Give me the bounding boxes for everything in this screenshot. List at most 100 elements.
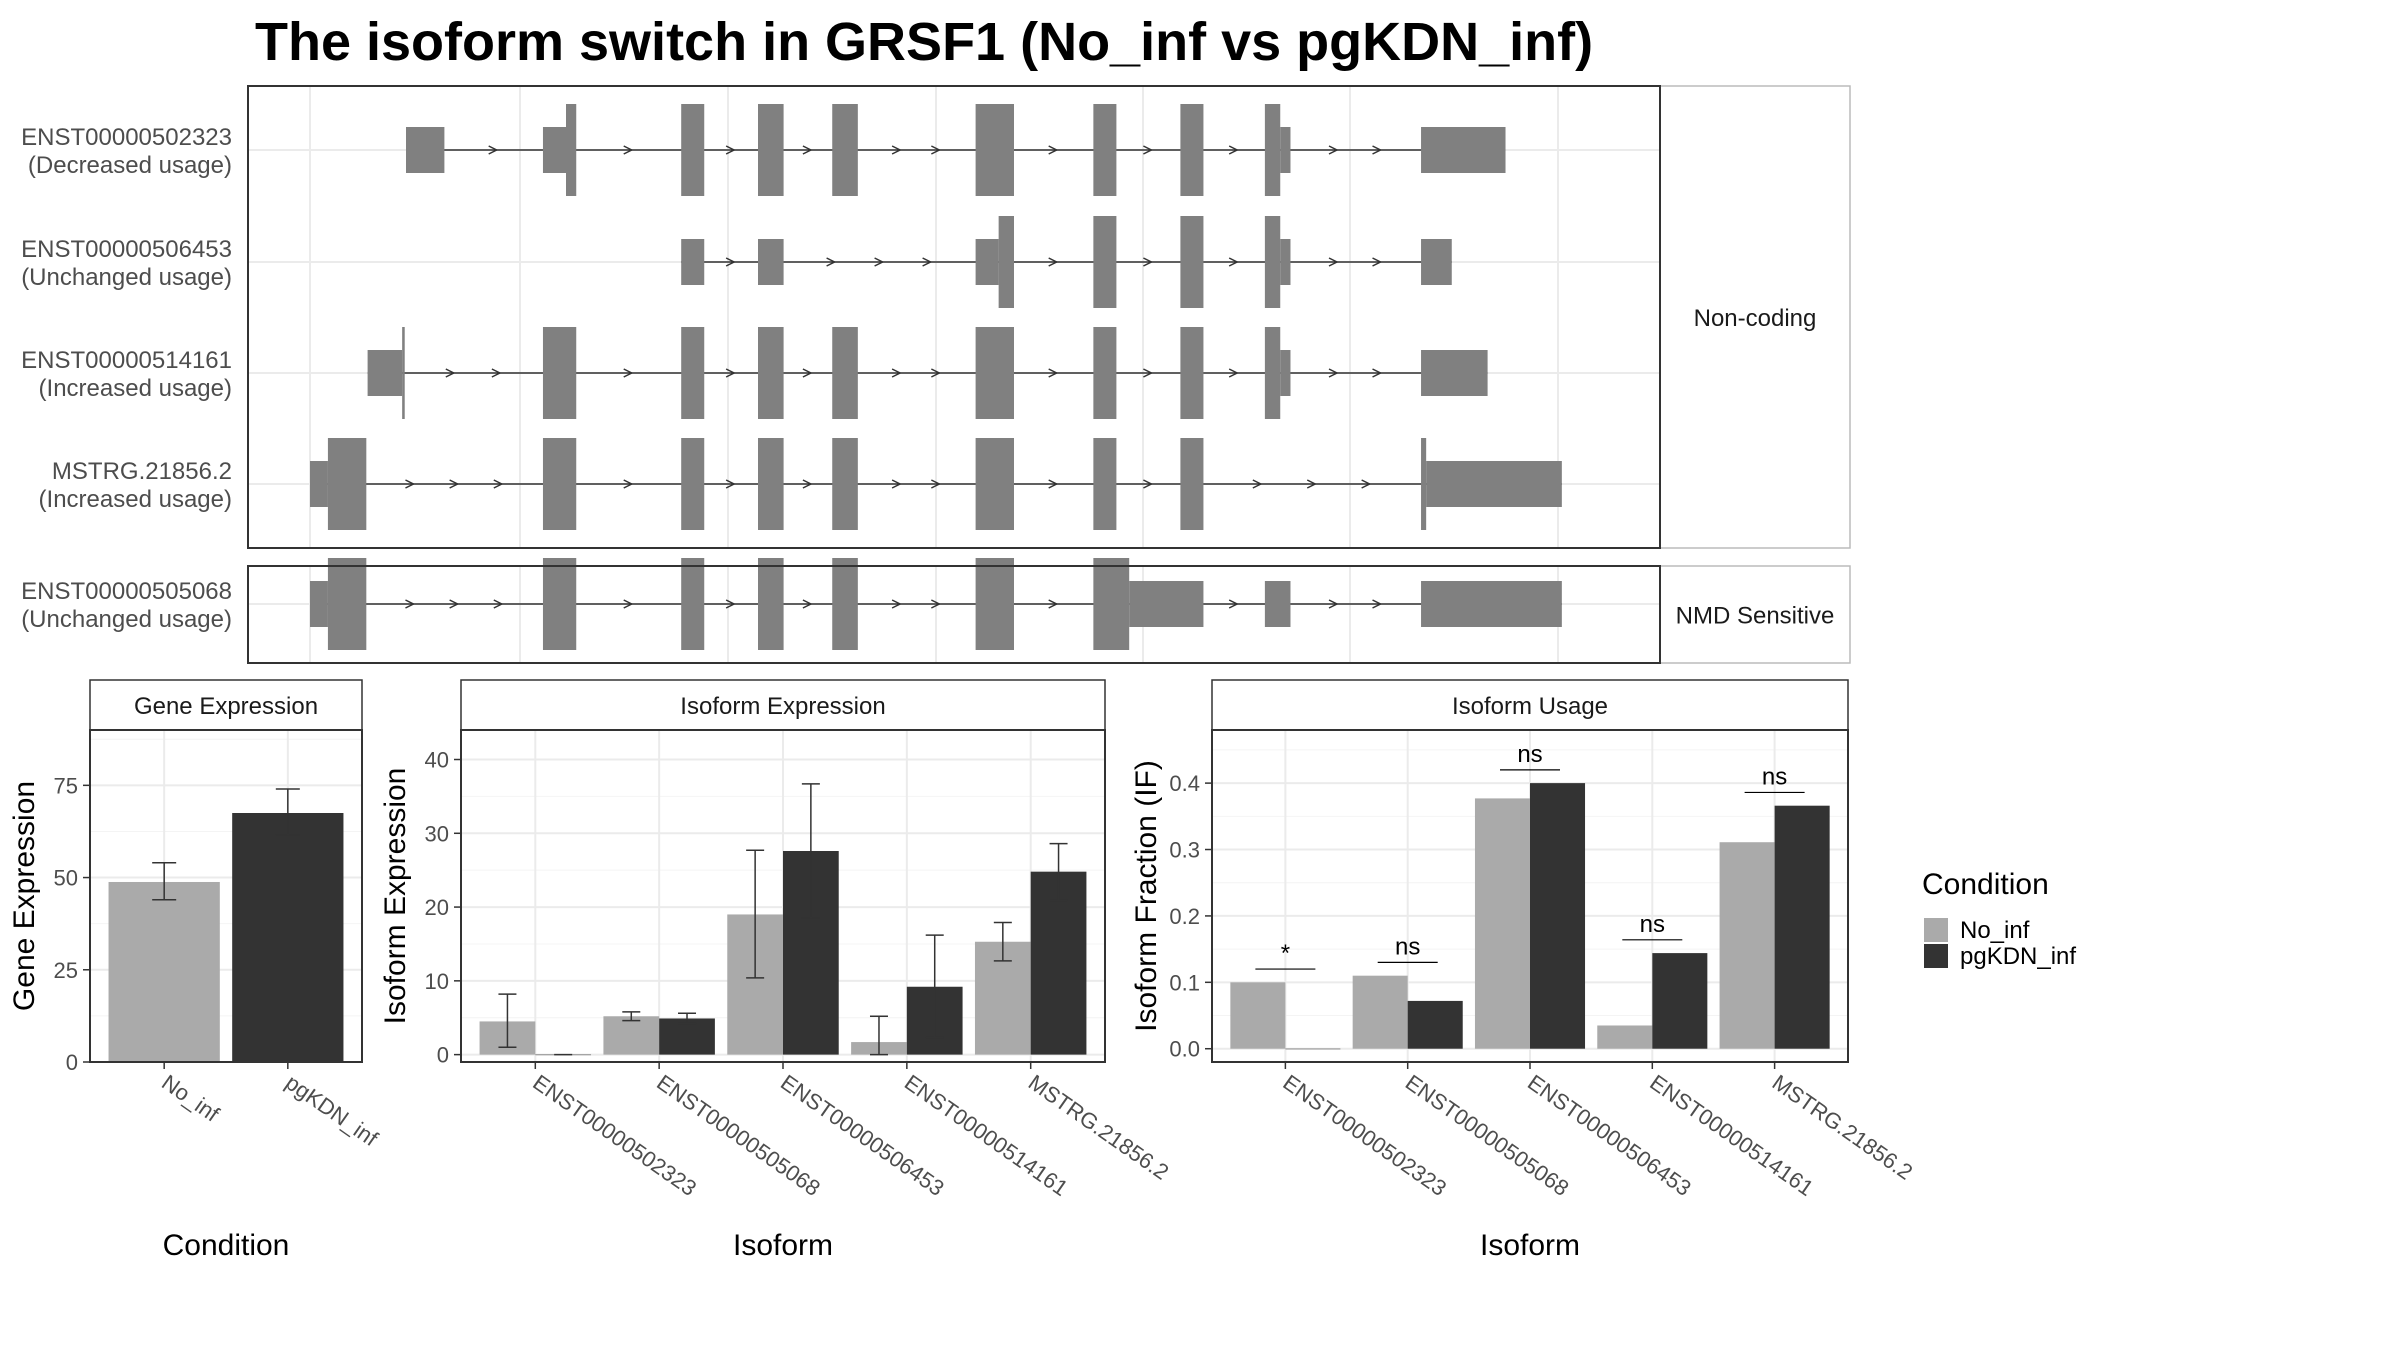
exon [327,438,367,530]
y-tick-label: 20 [425,895,449,920]
chart-title: Isoform Expression [680,693,885,720]
intron-arrow [1372,368,1383,378]
y-tick-label: 25 [54,958,78,983]
intron-arrow [725,479,736,489]
intron-arrow [488,145,499,155]
exon [542,327,577,419]
intron-arrow [449,479,460,489]
intron-arrow [922,257,933,267]
bar [603,1016,660,1055]
y-tick-label: 75 [54,773,78,798]
exon [1093,104,1117,196]
y-tick-label: 30 [425,821,449,846]
exon [1421,350,1488,396]
y-tick-label: 0.4 [1169,771,1200,796]
exon [681,239,705,285]
bar [108,881,220,1062]
x-tick-label: pgKDN_inf [281,1070,383,1152]
facet-strip [1211,679,1849,731]
intron-arrow [802,368,813,378]
exon [1180,327,1204,419]
y-tick-label: 50 [54,866,78,891]
exon [832,438,858,530]
intron-arrow [491,368,502,378]
chart-panel: Gene Expression 0 25 50 75 No_inf pgKDN_inf Con… [8,679,383,1262]
legend-label: No_inf [1960,917,2030,944]
exon [1129,581,1204,627]
error-bar [622,1011,641,1022]
intron-arrow [725,257,736,267]
intron-arrow [1328,257,1339,267]
intron-arrow [725,599,736,609]
transcript-track: ENST00000514161(Increased usage) [21,327,1488,419]
bar [1652,953,1708,1049]
error-bar [498,993,517,1048]
exon [1421,239,1452,285]
intron-arrow [405,479,416,489]
exon [406,127,445,173]
exon [975,558,1014,650]
intron-arrow [802,145,813,155]
intron-arrow [802,599,813,609]
intron-arrow [1328,599,1339,609]
intron-arrow [623,368,634,378]
significance-label: ns [1640,911,1665,938]
intron-arrow [826,257,837,267]
facet-strip-label: NMD Sensitive [1676,603,1835,630]
plot-border [89,729,363,1063]
exon [1264,581,1291,627]
bar [1352,975,1408,1049]
transcript-id-label: ENST00000502323 [21,124,232,151]
exon [681,327,705,419]
bar [232,813,344,1062]
intron-arrow [1372,257,1383,267]
bar [659,1018,715,1055]
intron-arrow [1048,599,1059,609]
exon [1426,461,1562,507]
intron-arrow [931,479,942,489]
intron-arrow [802,479,813,489]
facet-strip-label: Non-coding [1694,305,1817,332]
facet-strip [89,679,363,731]
intron-arrow [1143,257,1154,267]
y-tick-label: 40 [425,748,449,773]
bar [1230,982,1286,1049]
chart-title: Gene Expression [134,693,318,720]
error-bar [746,849,765,979]
intron-arrow [891,479,902,489]
intron-arrow [931,145,942,155]
intron-arrow [1048,368,1059,378]
exon [1093,438,1117,530]
intron-arrow [1328,368,1339,378]
error-bar [275,788,300,836]
transcript-track: ENST00000502323(Decreased usage) [21,104,1506,196]
exon [681,104,705,196]
intron-arrow [1048,145,1059,155]
exon [975,327,1014,419]
legend-swatch [1924,944,1948,968]
legend-title: Condition [1922,868,2049,901]
error-bar [869,1015,888,1056]
exon [367,350,403,396]
exon [542,127,566,173]
intron-arrow [1252,479,1263,489]
intron-arrow [1228,368,1239,378]
intron-arrow [1048,479,1059,489]
exon [1264,216,1281,308]
x-axis-title: Condition [163,1229,290,1262]
error-bar [801,783,820,919]
exon [1264,327,1281,419]
significance-label: ns [1762,763,1787,790]
intron-arrow [493,599,504,609]
chart-title: Isoform Usage [1452,693,1608,720]
transcript-track: MSTRG.21856.2(Increased usage) [39,438,1562,530]
intron-arrow [891,145,902,155]
x-tick-label: No_inf [157,1070,224,1127]
bar [1285,1048,1341,1050]
facet-strip [1659,85,1851,549]
exon [832,327,858,419]
y-tick-label: 0.2 [1169,904,1200,929]
exon [542,438,577,530]
exon [1180,438,1204,530]
